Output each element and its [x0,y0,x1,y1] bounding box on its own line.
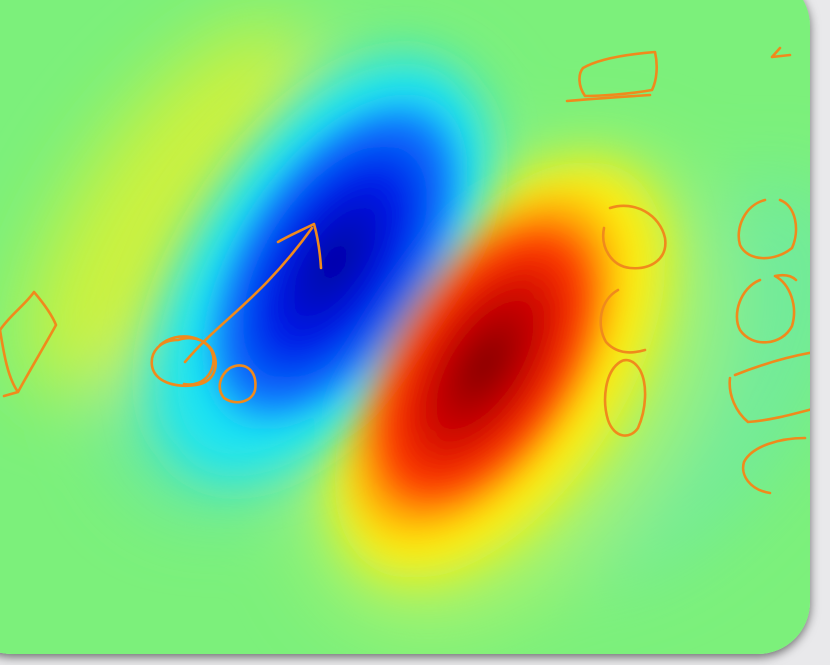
heatmap-canvas [23,22,810,632]
positive-lobe [338,178,632,552]
heatmap-card [0,0,810,654]
